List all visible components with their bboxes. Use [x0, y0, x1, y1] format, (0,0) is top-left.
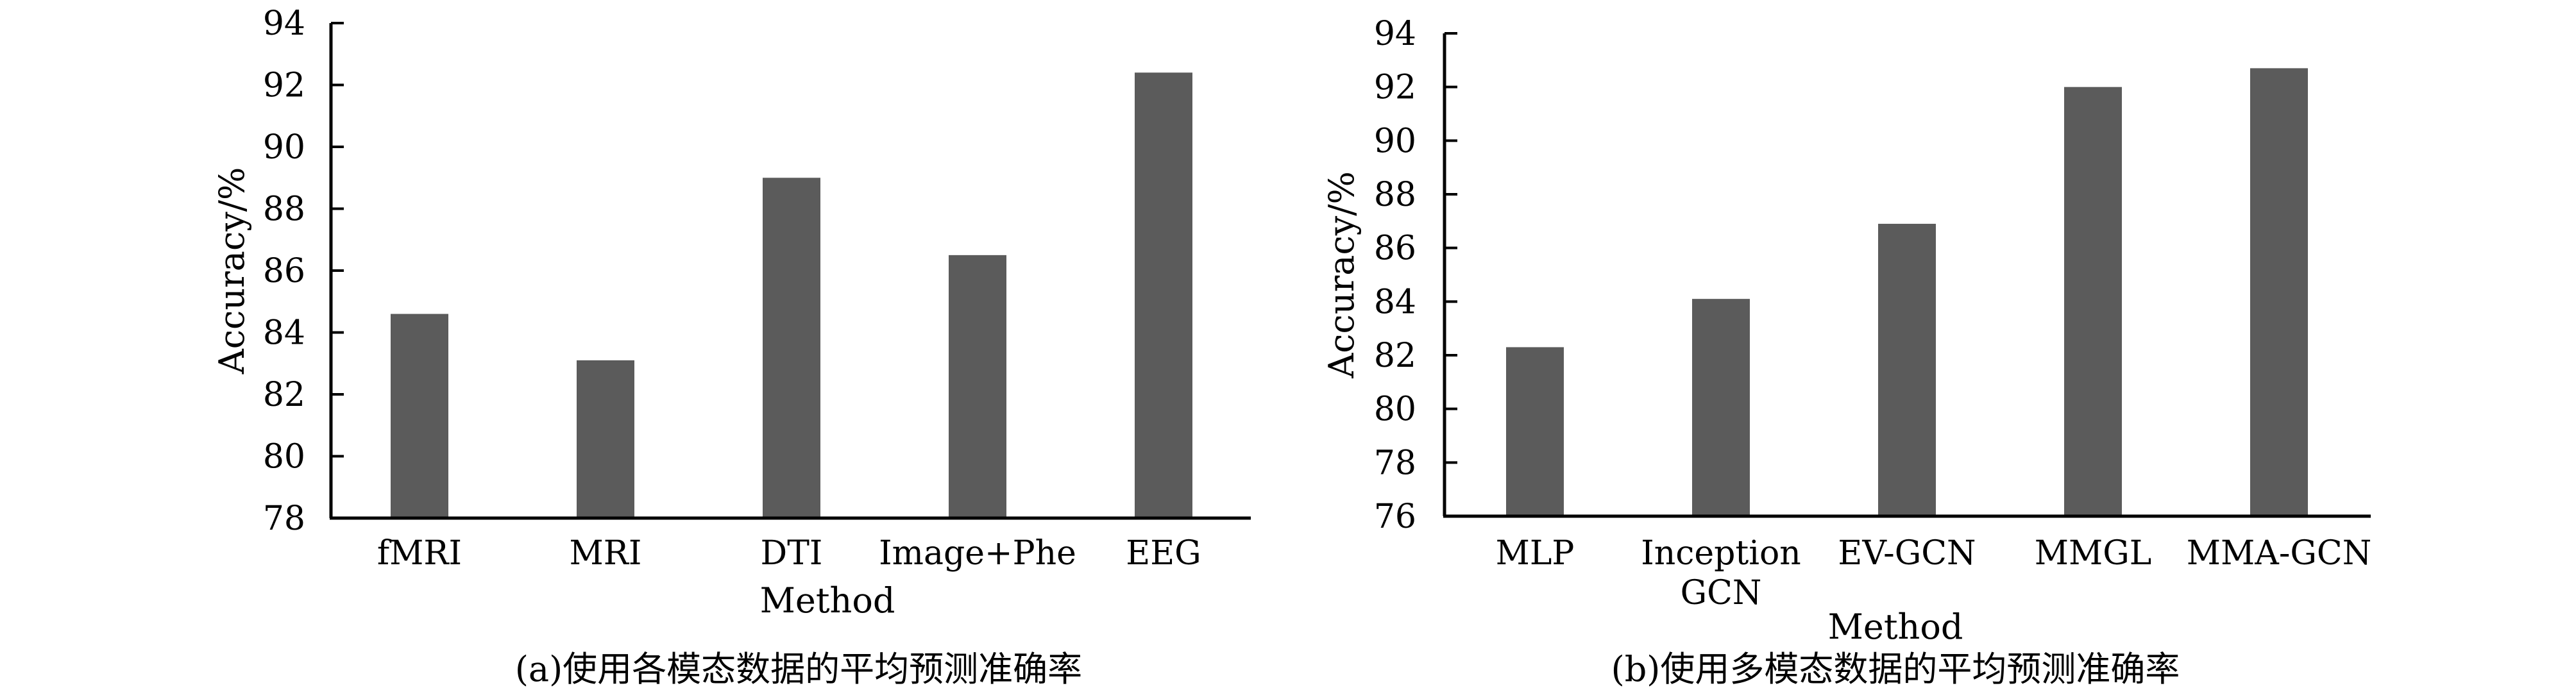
- bar: [577, 360, 634, 518]
- y-tick-label: 92: [263, 67, 305, 105]
- y-tick-label: 80: [1374, 390, 1416, 429]
- x-tick-label: Inception: [1641, 534, 1801, 573]
- bar: [2064, 87, 2122, 516]
- x-tick-label: EEG: [1126, 534, 1201, 573]
- x-tick-label: MMA-GCN: [2187, 534, 2371, 573]
- y-tick-label: 84: [1374, 283, 1416, 321]
- x-tick-label: DTI: [761, 534, 823, 573]
- x-tick-label: EV-GCN: [1838, 534, 1976, 573]
- y-tick-label: 90: [1374, 122, 1416, 160]
- x-tick-label: GCN: [1681, 574, 1762, 612]
- bar: [949, 255, 1006, 518]
- chart-a: 78 80 82 84 86 88 90 92 94 fMRI MRI DTI Image+Phe EEG…: [212, 4, 1251, 689]
- bar: [2250, 68, 2308, 517]
- y-tick-label: 92: [1374, 69, 1416, 107]
- y-axis-label: Accuracy/%: [1321, 171, 1362, 379]
- bar: [1506, 347, 1564, 516]
- chart-caption: (b)使用多模态数据的平均预测准确率: [1611, 649, 2180, 689]
- bar: [763, 178, 820, 518]
- bar: [1692, 299, 1750, 516]
- chart-caption: (a)使用各模态数据的平均预测准确率: [515, 649, 1082, 689]
- y-tick-label: 86: [263, 252, 305, 290]
- y-tick-label: 94: [1374, 15, 1416, 53]
- bar: [1878, 224, 1936, 516]
- y-tick-label: 78: [1374, 444, 1416, 482]
- x-tick-label: Image+Phe: [879, 534, 1076, 573]
- x-tick-label: fMRI: [377, 534, 462, 573]
- y-axis-label: Accuracy/%: [212, 167, 252, 375]
- x-tick-label: MLP: [1496, 534, 1575, 573]
- y-tick-label: 76: [1374, 498, 1416, 536]
- y-tick-label: 84: [263, 314, 305, 353]
- y-tick-label: 78: [263, 500, 305, 538]
- y-tick-label: 86: [1374, 230, 1416, 268]
- y-tick-label: 82: [1374, 337, 1416, 375]
- x-axis-label: Method: [760, 580, 895, 621]
- y-tick-label: 88: [1374, 176, 1416, 214]
- y-tick-label: 80: [263, 438, 305, 476]
- x-tick-label: MMGL: [2035, 534, 2152, 573]
- y-tick-label: 88: [263, 190, 305, 229]
- bar: [1135, 72, 1192, 518]
- y-tick-label: 90: [263, 128, 305, 167]
- y-tick-label: 94: [263, 4, 305, 43]
- bar: [391, 314, 448, 518]
- y-tick-label: 82: [263, 376, 305, 414]
- x-tick-label: MRI: [570, 534, 642, 573]
- x-axis-label: Method: [1828, 607, 1963, 647]
